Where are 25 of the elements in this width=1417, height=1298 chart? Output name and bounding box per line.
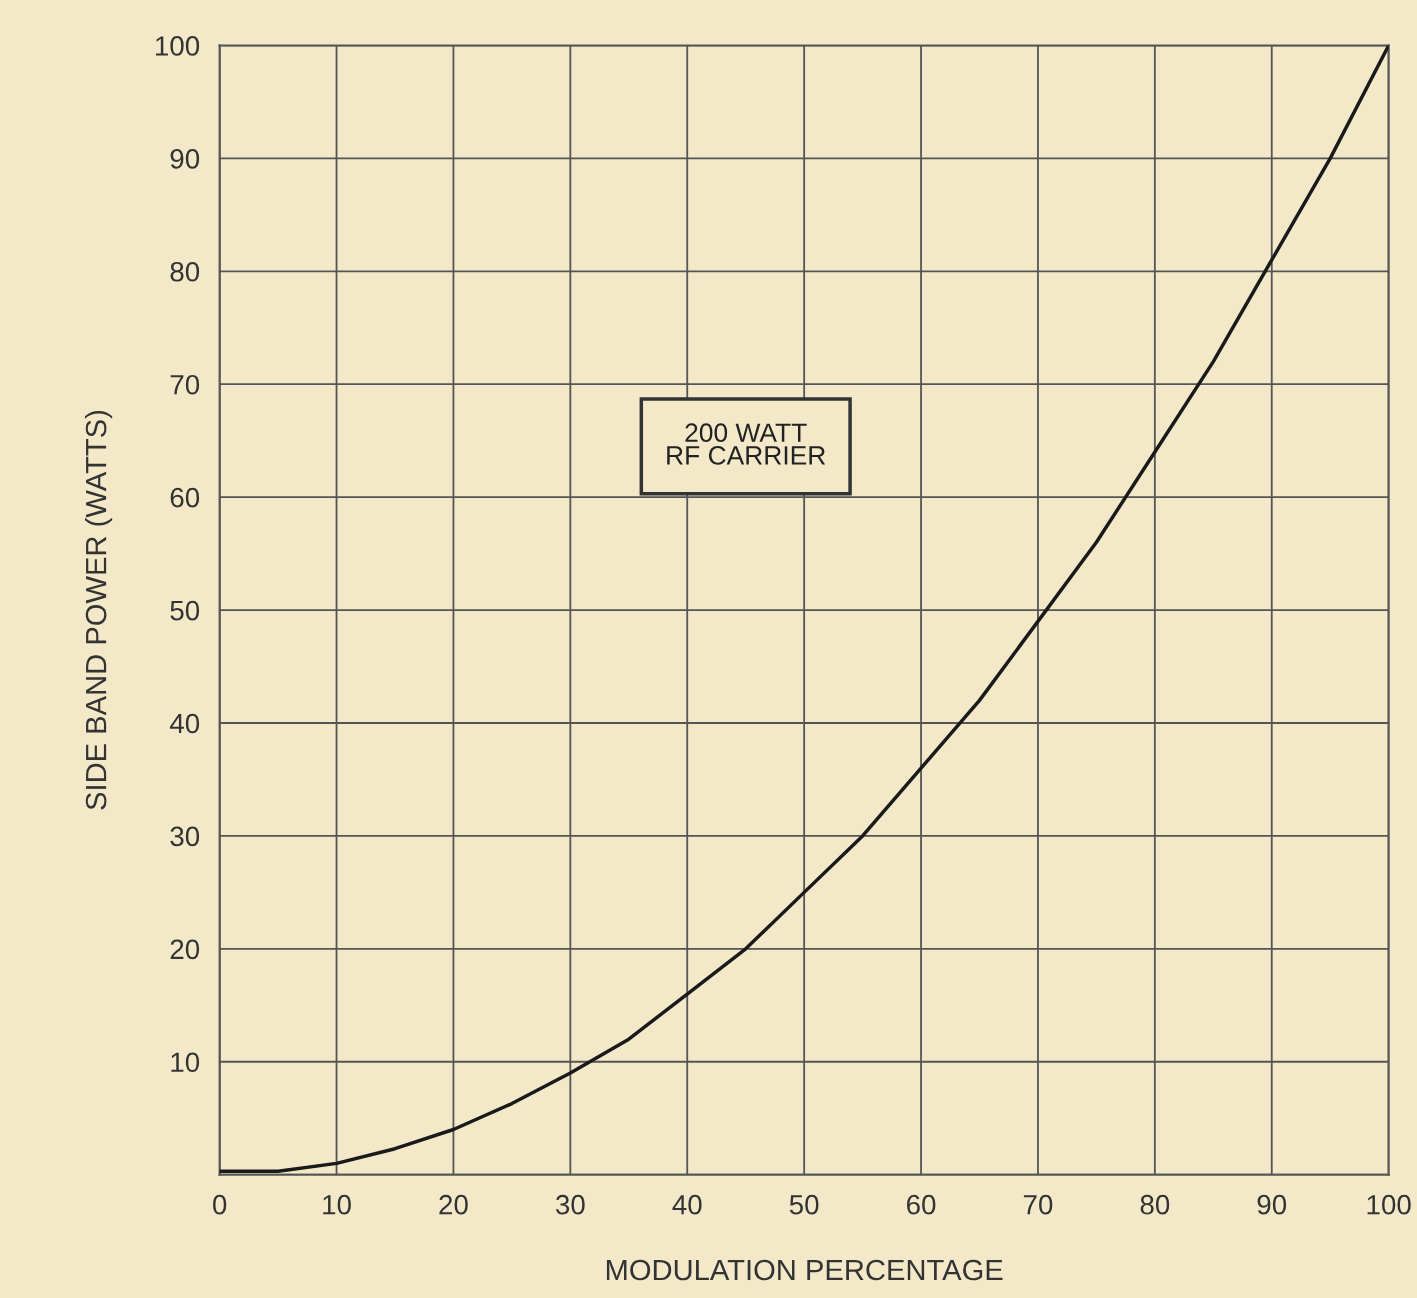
- y-tick-label: 40: [169, 713, 200, 734]
- x-tick-label: 100: [1367, 1194, 1411, 1215]
- y-tick-label: 70: [170, 374, 200, 395]
- y-tick-label: 30: [170, 826, 200, 847]
- y-tick-label: 90: [170, 149, 200, 169]
- x-tick-label: 20: [439, 1194, 468, 1215]
- x-tick-label: 40: [672, 1194, 702, 1215]
- x-tick-label: 10: [323, 1194, 351, 1215]
- x-tick-label: 90: [1257, 1194, 1287, 1215]
- y-tick-label: 60: [170, 487, 200, 508]
- x-axis-title: MODULATION PERCENTAGE: [606, 1259, 1003, 1281]
- x-tick-label: 30: [555, 1194, 585, 1215]
- x-tick-label: 80: [1140, 1194, 1170, 1215]
- y-tick-label: 100: [155, 36, 200, 56]
- y-tick-label: 50: [170, 600, 200, 621]
- x-tick-label: 50: [789, 1194, 819, 1215]
- x-tick-label: 70: [1023, 1194, 1053, 1215]
- annotation: 200 WATT RF CARRIER: [667, 423, 826, 465]
- x-tick-label: 60: [907, 1194, 936, 1215]
- x-tick-label: 0: [213, 1194, 227, 1215]
- y-axis-title: SIDE BAND POWER (WATTS): [84, 410, 113, 810]
- y-tick-label: 80: [170, 261, 200, 282]
- y-tick-label: 10: [171, 1052, 200, 1073]
- line-series: [219, 45, 1389, 1174]
- y-tick-label: 20: [170, 939, 200, 960]
